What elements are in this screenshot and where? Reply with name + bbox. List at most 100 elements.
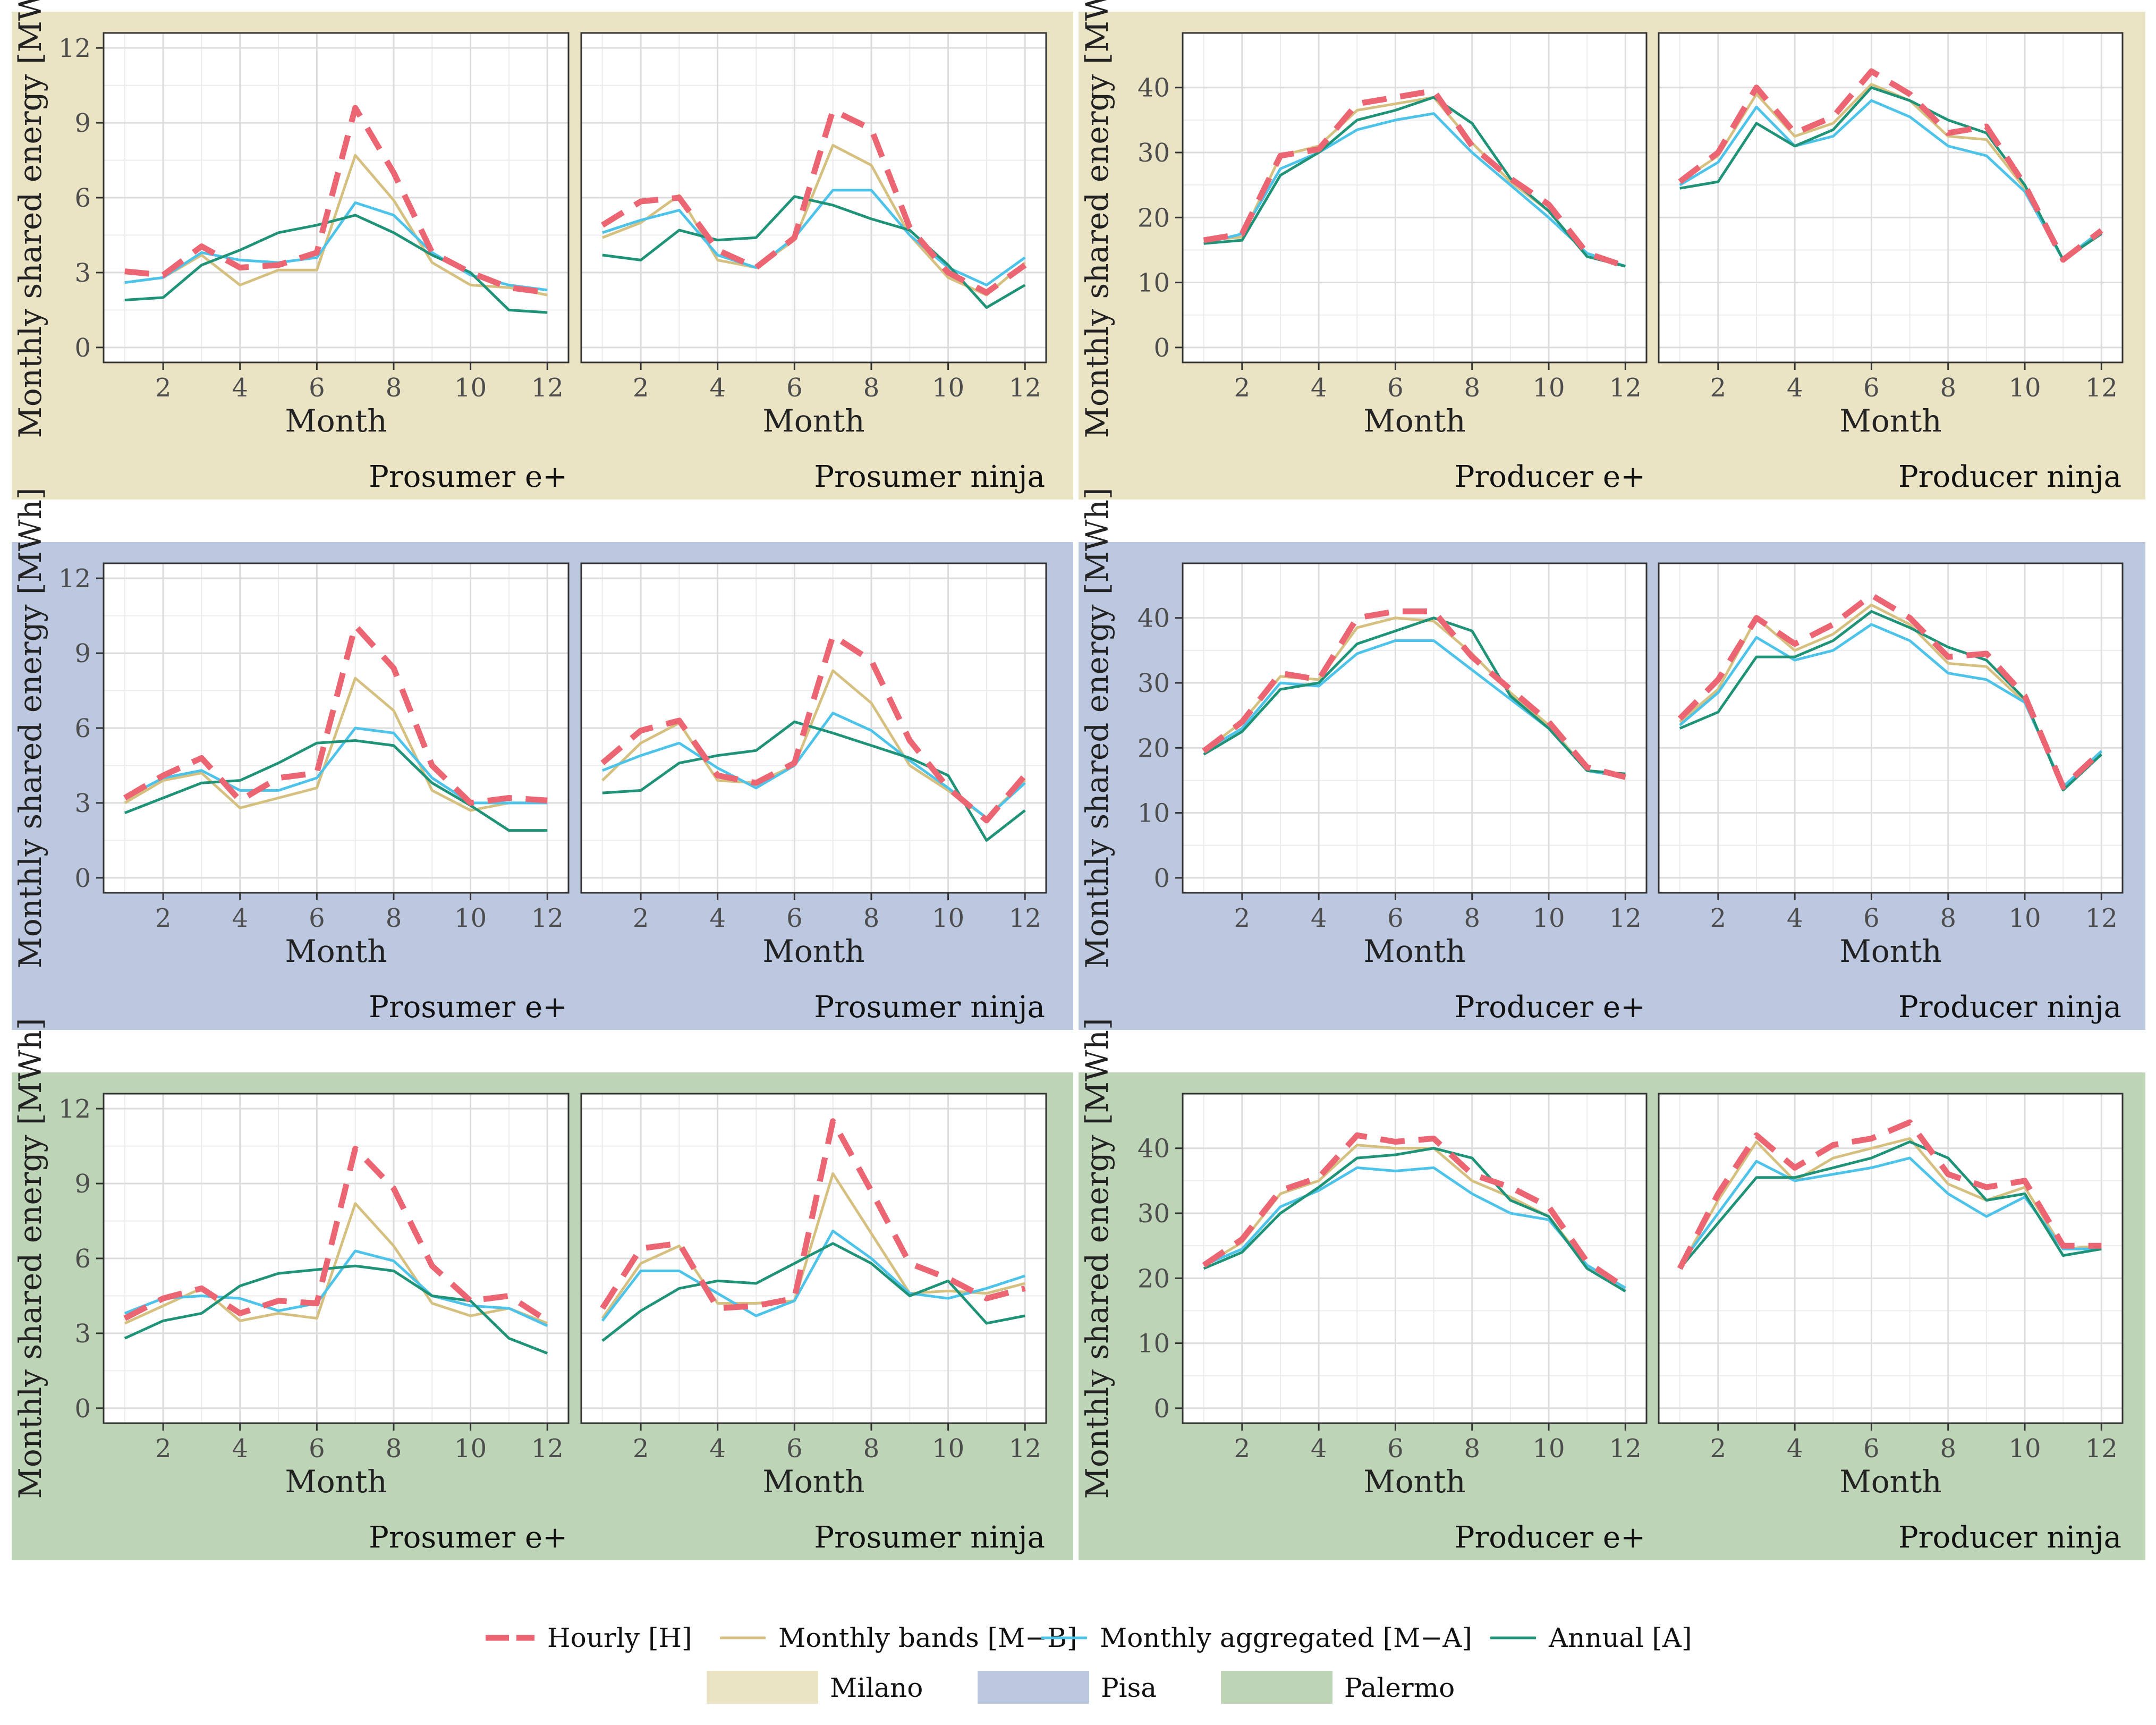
x-tick-label: 6 xyxy=(786,903,803,933)
y-tick-label: 0 xyxy=(74,333,91,363)
y-tick-label: 30 xyxy=(1138,669,1170,698)
series-line-a xyxy=(1203,1147,1626,1292)
x-tick-label: 4 xyxy=(709,1434,726,1464)
x-axis-title: Month xyxy=(1363,1464,1465,1500)
x-tick-label: 10 xyxy=(2008,1434,2041,1464)
city-block-pisa: Monthly shared energy [MWh] 2 4 6 8 10 12 0 3 6 9 1… xyxy=(12,487,2145,1030)
y-tick-label: 6 xyxy=(74,1244,91,1274)
strip-label: Producer ninja xyxy=(1898,1520,2121,1555)
strip-label: Producer ninja xyxy=(1898,990,2121,1025)
y-tick-label: 9 xyxy=(74,1169,91,1199)
series-line-a xyxy=(601,1242,1025,1342)
x-axis-title: Month xyxy=(1363,403,1465,439)
x-tick-label: 12 xyxy=(2085,1434,2118,1464)
panel-prosumer-e-: 2 4 6 8 10 12 0 3 6 9 12 Month Prosumer e+ xyxy=(58,32,570,494)
series-line-a xyxy=(602,720,1026,842)
legend-item-city-pisa: Pisa xyxy=(978,1671,1157,1704)
series-line-h xyxy=(1203,88,1627,269)
legend-item-ma: Monthly aggregated [M−A] xyxy=(1041,1622,1472,1653)
legend-item-city-palermo: Palermo xyxy=(1221,1671,1455,1704)
series-line-a xyxy=(1678,1140,2102,1270)
panel-producer-e-: 2 4 6 8 10 12 0 10 20 30 40 Month Producer e+ xyxy=(1138,32,1648,494)
x-tick-label: 4 xyxy=(709,373,726,403)
series-line-ma xyxy=(1203,112,1626,268)
y-tick-label: 30 xyxy=(1138,138,1170,168)
x-tick-label: 8 xyxy=(1464,1434,1480,1464)
y-tick-label: 6 xyxy=(74,714,91,743)
x-axis-title: Month xyxy=(1839,933,1941,969)
x-tick-label: 4 xyxy=(1311,903,1327,933)
x-tick-label: 2 xyxy=(1710,903,1727,933)
panel-prosumer-e-: 2 4 6 8 10 12 0 3 6 9 12 Month Prosumer e+ xyxy=(58,1093,570,1555)
y-tick-label: 9 xyxy=(74,108,91,138)
y-tick-label: 6 xyxy=(74,183,91,213)
x-tick-label: 12 xyxy=(1009,903,1041,933)
x-tick-label: 2 xyxy=(155,903,172,933)
city-block-palermo: Monthly shared energy [MWh] 2 4 6 8 10 12 0 3 6 9 1… xyxy=(12,1018,2145,1560)
legend-label: Hourly [H] xyxy=(547,1622,692,1653)
x-tick-label: 6 xyxy=(309,903,325,933)
strip-label: Prosumer ninja xyxy=(814,460,1045,494)
x-tick-label: 8 xyxy=(386,903,402,933)
series-line-ma xyxy=(124,726,548,805)
x-tick-label: 2 xyxy=(633,903,649,933)
x-tick-label: 8 xyxy=(1940,1434,1956,1464)
series-line-mb xyxy=(124,154,548,297)
y-axis-title: Monthly shared energy [MWh] xyxy=(1079,1018,1115,1499)
x-tick-label: 12 xyxy=(2085,373,2118,403)
x-tick-label: 8 xyxy=(863,1434,880,1464)
series-line-a xyxy=(1203,96,1626,268)
series-line-a xyxy=(602,195,1026,309)
panel-prosumer-e-: 2 4 6 8 10 12 0 3 6 9 12 Month Prosumer e+ xyxy=(58,562,570,1025)
panel-border xyxy=(1658,562,2124,894)
x-tick-label: 4 xyxy=(232,903,248,933)
x-tick-label: 4 xyxy=(232,1434,248,1464)
x-tick-label: 6 xyxy=(309,373,325,403)
x-tick-label: 8 xyxy=(386,373,402,403)
legend-key-swatch xyxy=(1221,1671,1332,1704)
panel-border xyxy=(580,1093,1047,1424)
strip-label: Producer e+ xyxy=(1455,990,1645,1025)
y-tick-label: 12 xyxy=(58,1094,91,1124)
x-tick-label: 12 xyxy=(531,1434,564,1464)
y-tick-label: 0 xyxy=(1153,333,1170,363)
x-tick-label: 6 xyxy=(1387,373,1404,403)
panel-border xyxy=(580,562,1047,894)
x-tick-label: 2 xyxy=(1234,903,1251,933)
series-line-h xyxy=(1677,1119,2102,1270)
y-tick-label: 3 xyxy=(74,789,91,818)
x-tick-label: 4 xyxy=(1787,903,1803,933)
series-line-ma xyxy=(601,1229,1025,1322)
legend-label: Pisa xyxy=(1101,1672,1157,1703)
x-tick-label: 12 xyxy=(1609,1434,1642,1464)
y-tick-label: 12 xyxy=(58,33,91,63)
x-tick-label: 4 xyxy=(1787,1434,1803,1464)
x-tick-label: 12 xyxy=(1009,1434,1041,1464)
y-axis-title: Monthly shared energy [MWh] xyxy=(12,0,48,438)
x-tick-label: 8 xyxy=(386,1434,402,1464)
x-tick-label: 12 xyxy=(2085,903,2118,933)
series-line-mb xyxy=(1678,1137,2102,1270)
y-tick-label: 10 xyxy=(1138,1329,1170,1359)
x-tick-label: 8 xyxy=(1940,903,1956,933)
series-line-h xyxy=(600,107,1027,295)
x-tick-label: 12 xyxy=(531,373,564,403)
series-line-h xyxy=(1677,592,2104,790)
legend-item-city-milano: Milano xyxy=(707,1671,923,1704)
strip-label: Prosumer e+ xyxy=(369,1520,567,1555)
x-tick-label: 10 xyxy=(454,1434,487,1464)
x-tick-label: 6 xyxy=(1863,373,1880,403)
x-tick-label: 6 xyxy=(1387,1434,1404,1464)
panel-producer-ninja: 2 4 6 8 10 12 Month Producer ninja xyxy=(1658,32,2124,494)
x-tick-label: 10 xyxy=(932,373,964,403)
x-tick-label: 12 xyxy=(531,903,564,933)
x-tick-label: 2 xyxy=(155,373,172,403)
y-tick-label: 0 xyxy=(74,1394,91,1424)
y-tick-label: 9 xyxy=(74,639,91,669)
y-tick-label: 12 xyxy=(58,564,91,594)
series-line-a xyxy=(124,214,548,314)
series-line-h xyxy=(1202,1132,1627,1291)
x-tick-label: 4 xyxy=(232,373,248,403)
x-axis-title: Month xyxy=(285,933,387,969)
